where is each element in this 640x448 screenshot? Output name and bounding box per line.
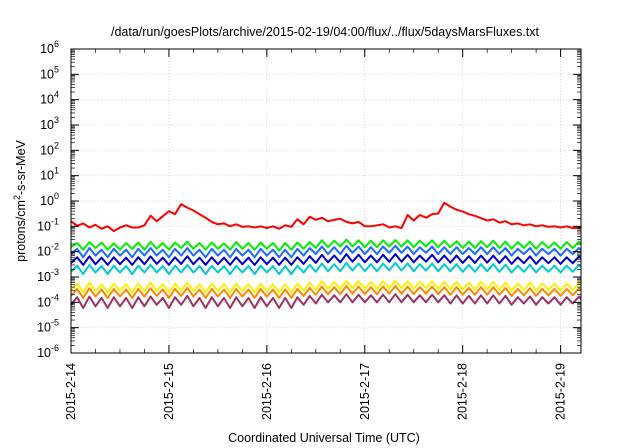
y-tick-label-base: 10 — [40, 93, 54, 107]
y-tick-label-exp: 4 — [54, 90, 59, 100]
y-tick-label: 106 — [40, 39, 59, 56]
y-tick-label-base: 10 — [37, 346, 51, 360]
y-tick-label-exp: -6 — [51, 343, 59, 353]
y-tick-label-base: 10 — [40, 67, 54, 81]
y-tick-label: 105 — [40, 64, 59, 81]
y-tick-label: 102 — [40, 140, 59, 157]
series-line-2 — [71, 244, 581, 259]
y-tick-label-base: 10 — [40, 194, 54, 208]
series-line-0 — [71, 201, 581, 233]
y-tick-label-base: 10 — [37, 295, 51, 309]
series-line-4 — [71, 261, 581, 276]
y-tick-label-exp: 2 — [54, 140, 59, 150]
y-tick-label-exp: -3 — [51, 267, 59, 277]
y-tick-label-exp: 5 — [54, 64, 59, 74]
y-tick-label-base: 10 — [40, 118, 54, 132]
y-tick-label-exp: 0 — [54, 191, 59, 201]
series-line-7 — [71, 293, 581, 309]
x-tick-label: 2015-2-19 — [554, 363, 568, 420]
y-tick-label-base: 10 — [37, 245, 51, 259]
y-tick-label: 10-2 — [37, 242, 59, 259]
y-tick-label-exp: 1 — [54, 166, 59, 176]
y-tick-label-base: 10 — [40, 42, 54, 56]
x-tick-label: 2015-2-17 — [358, 363, 372, 420]
y-axis-label-base: protons/cm — [14, 200, 28, 262]
y-tick-label-exp: -1 — [51, 216, 59, 226]
y-axis-label-rest: -s-sr-MeV — [14, 139, 28, 195]
y-tick-label-base: 10 — [37, 219, 51, 233]
series-line-3 — [71, 253, 581, 266]
y-tick-label: 101 — [40, 166, 59, 183]
y-axis-label: protons/cm2-s-sr-MeV — [12, 139, 28, 261]
x-tick-label: 2015-2-16 — [260, 363, 274, 420]
y-tick-label-exp: 3 — [54, 115, 59, 125]
x-tick-labels: 2015-2-14 2015-2-15 2015-2-16 2015-2-17 2015… — [64, 363, 568, 420]
y-tick-label-base: 10 — [37, 270, 51, 284]
series-line-1 — [71, 238, 581, 252]
y-tick-label: 10-6 — [37, 343, 59, 360]
y-tick-label-exp: -4 — [51, 292, 59, 302]
y-tick-labels: 10-610-510-410-310-210-11001011021031041… — [37, 39, 59, 360]
y-tick-label: 103 — [40, 115, 59, 132]
x-tick-label: 2015-2-14 — [64, 363, 78, 420]
axis-ticks — [70, 48, 581, 354]
y-tick-label: 10-4 — [37, 292, 59, 309]
y-tick-label-base: 10 — [40, 169, 54, 183]
y-tick-label-exp: -2 — [51, 242, 59, 252]
y-axis-label-exp: 2 — [12, 195, 22, 200]
y-tick-label-exp: -5 — [51, 318, 59, 328]
y-tick-label-base: 10 — [37, 321, 51, 335]
y-tick-label: 10-1 — [37, 216, 59, 233]
y-tick-label-base: 10 — [40, 143, 54, 157]
x-axis-label: Coordinated Universal Time (UTC) — [228, 431, 420, 445]
chart-title: /data/run/goesPlots/archive/2015-02-19/0… — [111, 25, 540, 39]
series-line-6 — [71, 285, 581, 299]
y-tick-label: 100 — [40, 191, 59, 208]
x-tick-label: 2015-2-18 — [456, 363, 470, 420]
y-tick-label-exp: 6 — [54, 39, 59, 49]
y-tick-label: 10-5 — [37, 318, 59, 335]
series-lines — [71, 201, 581, 309]
y-tick-label: 104 — [40, 90, 59, 107]
grid-lines — [71, 49, 581, 353]
x-tick-label: 2015-2-15 — [162, 363, 176, 420]
series-line-5 — [71, 279, 581, 294]
y-tick-label: 10-3 — [37, 267, 59, 284]
